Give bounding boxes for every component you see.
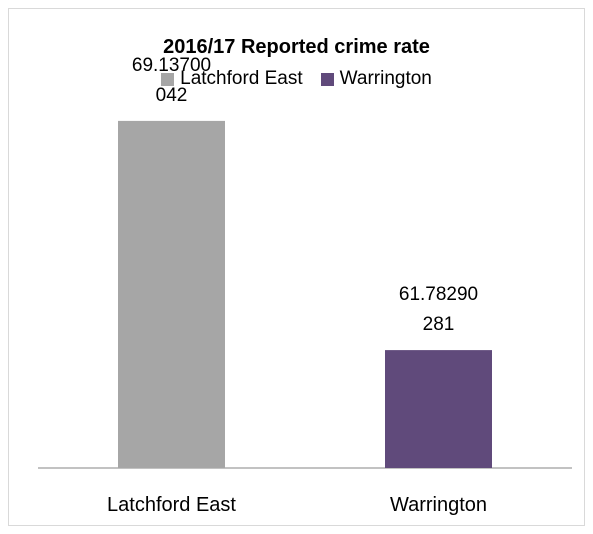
chart-title: 2016/17 Reported crime rate: [163, 36, 430, 58]
x-tick-label-warrington: Warrington: [390, 494, 487, 516]
legend-swatch-latchford-east: [161, 72, 175, 86]
legend-item-warrington: Warrington: [320, 68, 432, 90]
legend: Latchford East Warrington: [0, 68, 593, 90]
legend-label-latchford-east: Latchford East: [180, 68, 303, 89]
data-label-warrington: 61.78290 281: [399, 284, 478, 335]
bar-latchford-east: [118, 120, 225, 468]
legend-swatch-warrington: [320, 72, 334, 86]
legend-label-warrington: Warrington: [339, 68, 432, 89]
x-tick-label-latchford-east: Latchford East: [107, 494, 236, 516]
bar-warrington: [385, 350, 492, 468]
data-label-latchford-east: 69.13700 042: [132, 55, 211, 106]
legend-item-latchford-east: Latchford East: [161, 68, 303, 90]
